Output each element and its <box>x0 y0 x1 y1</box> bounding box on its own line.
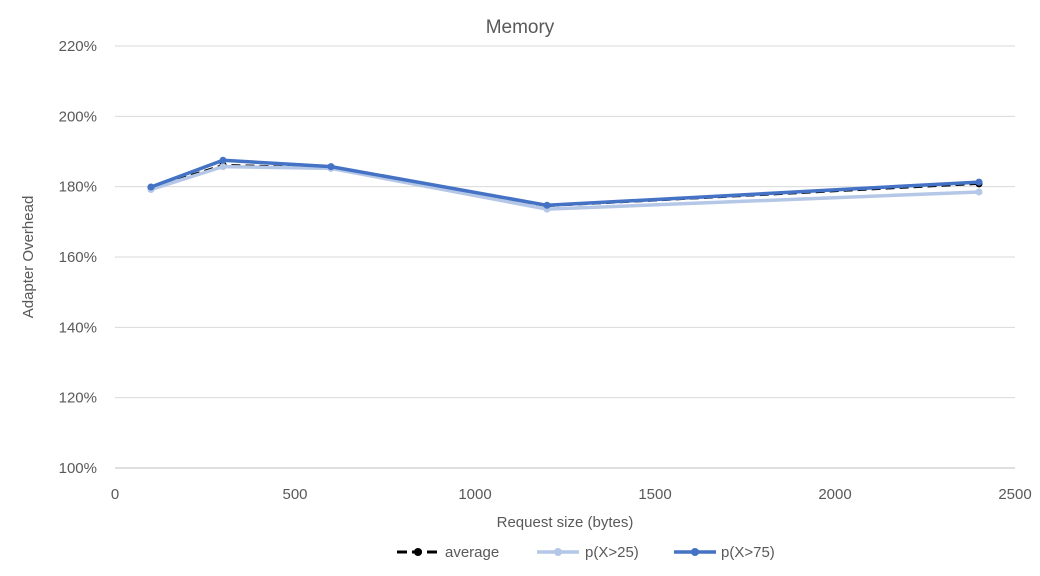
y-tick-label: 160% <box>59 249 97 266</box>
y-tick-label: 220% <box>59 38 97 55</box>
legend-label: p(X>25) <box>585 544 639 561</box>
series-line <box>150 163 980 208</box>
gridlines <box>115 45 1015 469</box>
x-tick-label: 1500 <box>638 486 671 503</box>
data-point <box>975 188 983 196</box>
data-point <box>543 201 551 209</box>
data-point <box>147 183 155 191</box>
legend-entry: average <box>397 544 499 561</box>
x-tick-label: 2500 <box>998 486 1031 503</box>
legend-marker <box>691 548 699 556</box>
chart-title: Memory <box>486 17 555 38</box>
x-tick-label: 0 <box>111 486 119 503</box>
series-group <box>147 156 983 213</box>
x-axis-label: Request size (bytes) <box>497 514 634 531</box>
y-axis-ticks: 100% 120% 140% 160% 180% 200% 220% <box>59 38 97 477</box>
legend-entry: p(X>75) <box>674 544 775 561</box>
data-point <box>219 156 227 164</box>
data-point <box>327 163 335 171</box>
x-tick-label: 1000 <box>458 486 491 503</box>
y-tick-label: 140% <box>59 319 97 336</box>
x-tick-label: 2000 <box>818 486 851 503</box>
legend: average p(X>25) p(X>75) <box>397 544 775 561</box>
data-point <box>219 163 227 171</box>
legend-label: average <box>445 544 499 561</box>
y-axis-label: Adapter Overhead <box>20 196 37 319</box>
y-tick-label: 200% <box>59 108 97 125</box>
data-point <box>975 178 983 186</box>
series-2 <box>147 156 983 209</box>
legend-marker <box>414 548 422 556</box>
legend-marker <box>554 548 562 556</box>
x-tick-label: 500 <box>282 486 307 503</box>
x-axis-ticks: 0 500 1000 1500 2000 2500 <box>111 486 1032 503</box>
legend-label: p(X>75) <box>721 544 775 561</box>
y-tick-label: 120% <box>59 390 97 407</box>
y-tick-label: 100% <box>59 460 97 477</box>
legend-entry: p(X>25) <box>537 544 639 561</box>
y-tick-label: 180% <box>59 179 97 196</box>
